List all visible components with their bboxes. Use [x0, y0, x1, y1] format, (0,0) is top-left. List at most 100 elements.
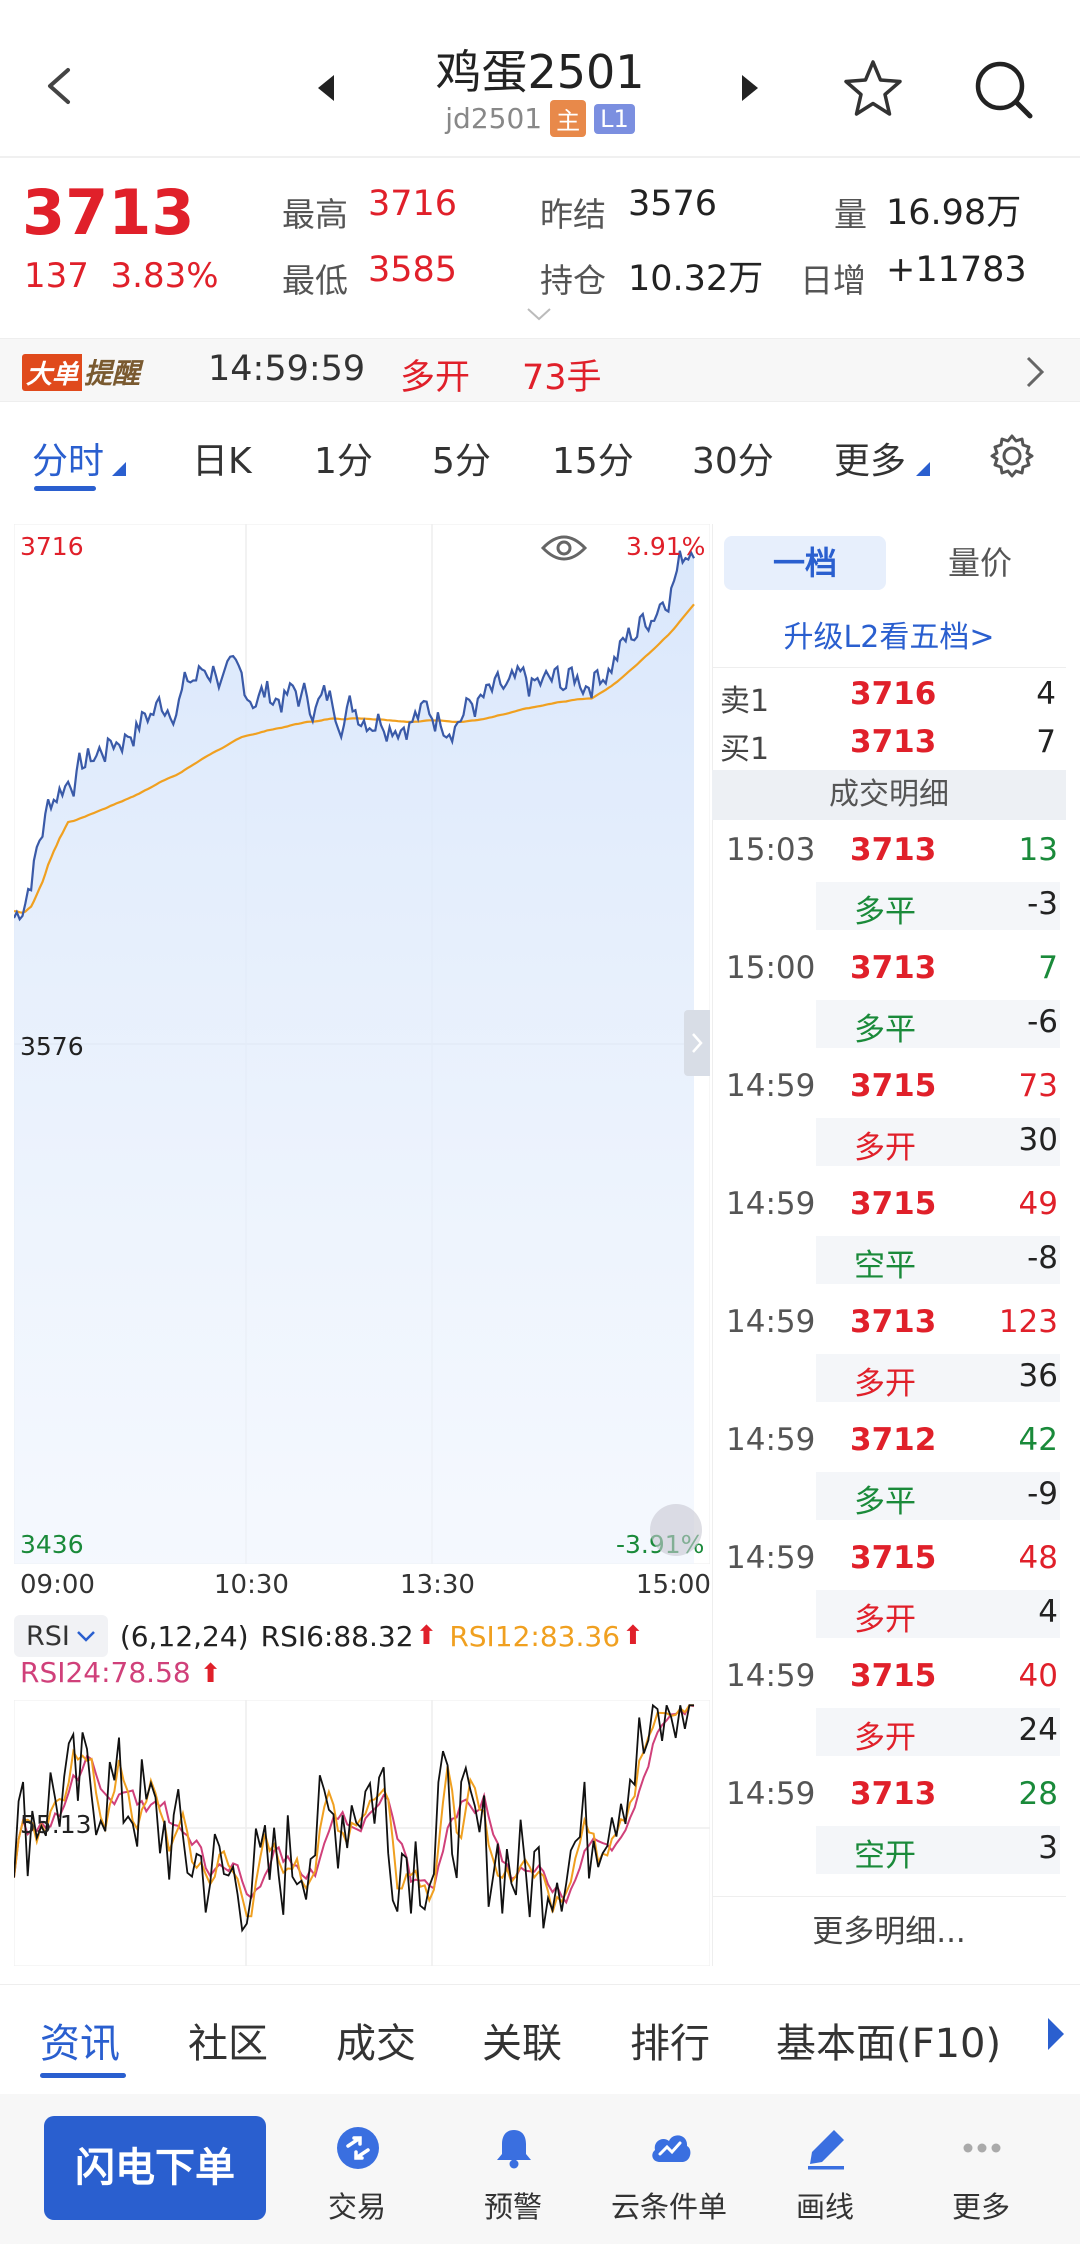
draw-line-label: 画线 — [795, 2190, 854, 2224]
sell1-price: 3716 — [850, 676, 937, 712]
trade-oi-change: 3 — [1038, 1830, 1058, 1866]
rsi-indicator-header: RSI (6,12,24) RSI6:88.32 ⬆ RSI12:83.36 ⬆ — [14, 1614, 710, 1658]
rsi6-up-arrow-icon: ⬆ — [415, 1621, 438, 1651]
info-tabs: 资讯 社区 成交 关联 排行 基本面(F10) — [0, 1984, 1080, 2094]
trade-oi-change: -6 — [1027, 1004, 1058, 1040]
tab-intraday-dropdown-icon — [112, 462, 126, 476]
price-line — [13, 550, 695, 922]
info-tabs-scroll-right-icon[interactable] — [1048, 2018, 1064, 2050]
trade-price: 3715 — [850, 1540, 937, 1576]
tab-ranking[interactable]: 排行 — [630, 2021, 710, 2067]
buy1-label: 买1 — [720, 732, 770, 767]
trade-icon — [337, 2127, 379, 2169]
trade-button[interactable]: 交易 — [292, 2126, 422, 2226]
pen-icon — [808, 2130, 844, 2170]
trade-type: 多开 — [854, 1130, 916, 1166]
info-tab-active-underline — [40, 2073, 126, 2078]
tab-trades[interactable]: 成交 — [336, 2021, 416, 2067]
tab-level1[interactable]: 一档 — [724, 536, 886, 590]
trade-type: 多平 — [854, 894, 916, 930]
gear-icon[interactable] — [988, 432, 1036, 480]
tab-community[interactable]: 社区 — [188, 2021, 268, 2067]
badge-big-order: 大单 — [22, 353, 83, 391]
alert-button[interactable]: 预警 — [448, 2126, 578, 2226]
alert-size: 73手 — [522, 358, 602, 398]
tab-volume-price[interactable]: 量价 — [947, 544, 1012, 582]
panel-collapse-handle[interactable] — [684, 1010, 710, 1076]
star-icon[interactable] — [840, 56, 906, 122]
prev-settle-label: 昨结 — [540, 195, 606, 234]
x-axis-label-open: 09:00 — [20, 1570, 95, 1600]
back-icon[interactable] — [36, 56, 86, 116]
rsi24-row: RSI24:78.58 ⬆ — [20, 1656, 221, 1689]
trade-oi-change: 24 — [1018, 1712, 1058, 1748]
prev-contract-icon[interactable] — [318, 75, 334, 101]
intraday-chart[interactable] — [13, 523, 711, 1565]
price-change: 137 3.83% — [24, 256, 219, 296]
x-axis-label-1030: 10:30 — [214, 1570, 289, 1600]
trade-time: 14:59 — [726, 1304, 816, 1340]
alert-action: 多开 — [400, 358, 471, 398]
tab-related[interactable]: 关联 — [482, 2021, 562, 2067]
tab-news[interactable]: 资讯 — [40, 2021, 120, 2067]
tab-intraday[interactable]: 分时 — [32, 441, 105, 482]
tab-daily-k[interactable]: 日K — [192, 441, 252, 482]
rsi-chart[interactable] — [13, 1699, 711, 1967]
eye-icon[interactable] — [540, 530, 588, 566]
alert-time: 14:59:59 — [208, 349, 366, 389]
sell1-label: 卖1 — [720, 684, 770, 719]
next-contract-icon[interactable] — [742, 75, 758, 101]
flash-order-button[interactable]: 闪电下单 — [44, 2116, 266, 2220]
tab-fundamentals[interactable]: 基本面(F10) — [776, 2021, 1002, 2067]
upgrade-l2-link[interactable]: 升级L2看五档> — [712, 612, 1066, 668]
pct-axis-top-label: 3.91% — [626, 532, 706, 561]
header: 鸡蛋2501 jd2501 主 L1 — [0, 0, 1080, 158]
contract-code: jd2501 — [445, 102, 543, 135]
tab-5min[interactable]: 5分 — [432, 441, 491, 482]
trade-type: 空平 — [854, 1248, 916, 1284]
indicator-select-label: RSI — [26, 1620, 70, 1652]
trade-price: 3713 — [850, 1304, 937, 1340]
trade-volume: 49 — [1018, 1186, 1058, 1222]
alert-label: 预警 — [483, 2190, 542, 2224]
more-button[interactable]: 更多 — [916, 2126, 1046, 2226]
trade-price: 3715 — [850, 1658, 937, 1694]
low-value: 3585 — [368, 250, 458, 290]
trade-detail-row — [816, 1472, 1060, 1520]
trade-volume: 123 — [998, 1304, 1058, 1340]
trade-time: 14:59 — [726, 1658, 816, 1694]
expand-chevron-icon[interactable] — [526, 306, 552, 321]
x-axis-label-close: 15:00 — [636, 1570, 711, 1600]
trade-detail-row — [816, 1236, 1060, 1284]
trade-oi-change: -3 — [1027, 886, 1058, 922]
trade-oi-change: 4 — [1038, 1594, 1058, 1630]
zoom-icon[interactable] — [650, 1504, 702, 1556]
big-order-badge: 大单 提醒 — [22, 353, 140, 391]
tab-more[interactable]: 更多 — [834, 441, 907, 482]
trade-volume: 40 — [1018, 1658, 1058, 1694]
rsi24-value: RSI24:78.58 — [20, 1656, 191, 1689]
tab-15min[interactable]: 15分 — [552, 441, 634, 482]
trade-oi-change: -9 — [1027, 1476, 1058, 1512]
search-icon[interactable] — [970, 56, 1036, 122]
trade-detail-row — [816, 1708, 1060, 1756]
trade-type: 多开 — [854, 1602, 916, 1638]
rsi24-up-arrow-icon: ⬆ — [199, 1659, 222, 1689]
tab-30min[interactable]: 30分 — [692, 441, 774, 482]
trade-volume: 13 — [1018, 832, 1058, 868]
daily-inc-value: +11783 — [886, 250, 1027, 290]
cloud-order-icon — [652, 2135, 691, 2162]
trade-price: 3713 — [850, 832, 937, 868]
indicator-select[interactable]: RSI — [14, 1615, 108, 1657]
tab-1min[interactable]: 1分 — [314, 441, 373, 482]
daily-inc-label: 日增 — [800, 261, 866, 300]
trade-type: 多平 — [854, 1012, 916, 1048]
draw-line-button[interactable]: 画线 — [760, 2126, 890, 2226]
trade-type: 多开 — [854, 1366, 916, 1402]
cloud-order-button[interactable]: 云条件单 — [604, 2126, 734, 2226]
more-trades-link[interactable]: 更多明细... — [712, 1896, 1066, 1966]
level-tag: L1 — [594, 103, 635, 134]
trade-oi-change: -8 — [1027, 1240, 1058, 1276]
trade-detail-row — [816, 1590, 1060, 1638]
big-order-alert-bar[interactable]: 大单 提醒 14:59:59 多开 73手 — [0, 338, 1080, 402]
